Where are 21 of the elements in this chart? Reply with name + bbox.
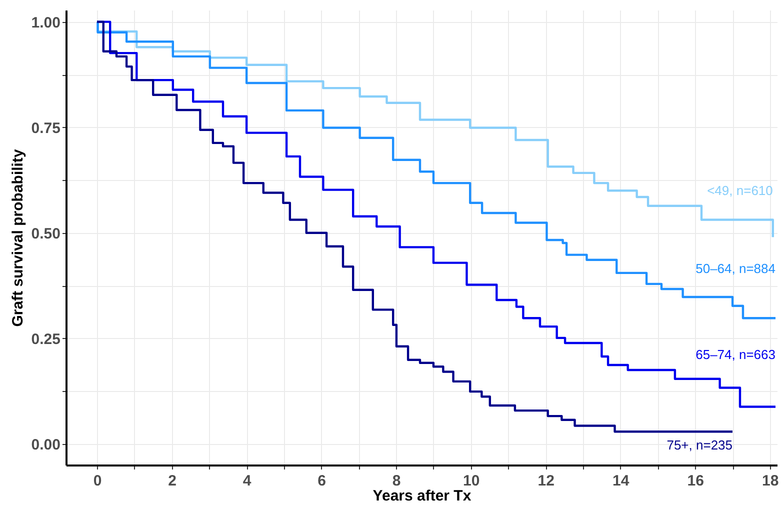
x-tick-label: 16 bbox=[687, 472, 704, 490]
x-tick-label: 14 bbox=[612, 472, 630, 490]
y-tick-label: 0.25 bbox=[31, 330, 60, 348]
x-tick-label: 6 bbox=[318, 472, 326, 490]
x-tick-label: 4 bbox=[242, 472, 252, 490]
x-tick-label: 18 bbox=[762, 472, 779, 490]
x-tick-label: 10 bbox=[463, 472, 480, 490]
x-tick-label: 0 bbox=[93, 472, 102, 490]
x-axis-title: Years after Tx bbox=[372, 488, 472, 504]
series-label: 65–74, n=663 bbox=[696, 347, 776, 362]
series-label: 50–64, n=884 bbox=[696, 260, 776, 276]
series-label: 75+, n=235 bbox=[666, 438, 733, 453]
y-tick-label: 0.00 bbox=[31, 436, 60, 454]
x-tick-label: 12 bbox=[538, 472, 554, 490]
y-axis-title: Graft survival probability bbox=[9, 148, 26, 327]
y-tick-label: 0.50 bbox=[31, 225, 60, 242]
x-tick-label: 2 bbox=[168, 472, 176, 490]
y-tick-label: 0.75 bbox=[31, 120, 60, 137]
x-tick-label: 8 bbox=[392, 472, 401, 490]
y-tick-label: 1.00 bbox=[31, 14, 60, 32]
series-label: <49, n=610 bbox=[707, 182, 773, 198]
